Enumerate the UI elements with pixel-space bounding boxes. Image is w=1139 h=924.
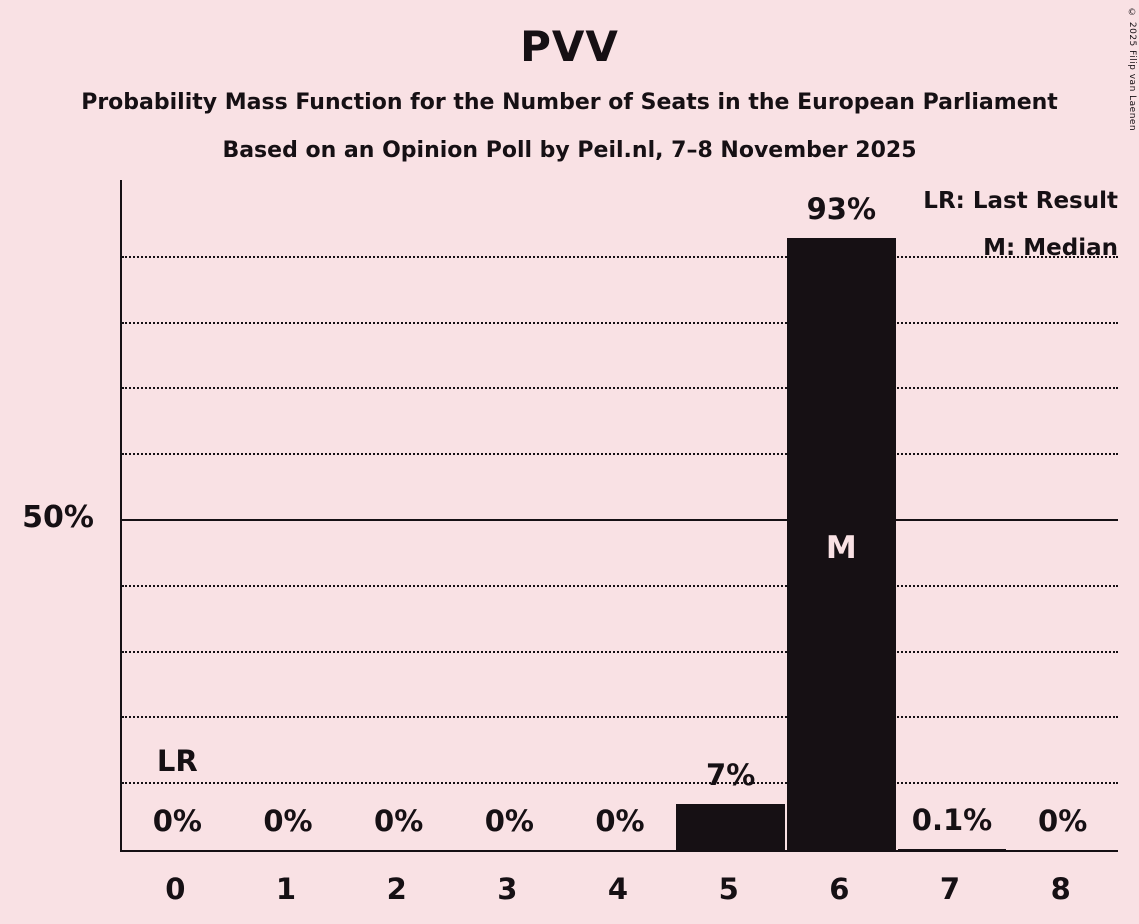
gridline-dotted-30 bbox=[122, 650, 1118, 653]
value-label-seat-0: 0% bbox=[152, 804, 202, 838]
slot-seat-3: 0% bbox=[454, 180, 565, 850]
x-tick-seat-3: 3 bbox=[497, 872, 518, 906]
gridline-dotted-40 bbox=[122, 584, 1118, 587]
median-marker: M bbox=[825, 530, 857, 566]
value-label-seat-3: 0% bbox=[484, 804, 534, 838]
slot-seat-0: 0% LR bbox=[122, 180, 233, 850]
legend-last-result: LR: Last Result bbox=[923, 188, 1118, 214]
bar-seat-7 bbox=[897, 849, 1007, 850]
gridline-solid-50 bbox=[122, 519, 1118, 521]
bar-seat-6 bbox=[787, 238, 896, 850]
x-tick-seat-0: 0 bbox=[165, 872, 186, 906]
slot-seat-1: 0% bbox=[233, 180, 344, 850]
gridline-dotted-80 bbox=[122, 321, 1118, 324]
slot-seat-2: 0% bbox=[343, 180, 454, 850]
gridline-dotted-60 bbox=[122, 453, 1118, 456]
value-label-seat-4: 0% bbox=[595, 804, 645, 838]
y-axis-label-50: 50% bbox=[22, 500, 94, 535]
x-tick-seat-6: 6 bbox=[829, 872, 850, 906]
value-label-seat-7: 0.1% bbox=[911, 803, 993, 838]
gridline-dotted-90 bbox=[122, 255, 1118, 258]
value-label-seat-8: 0% bbox=[1038, 804, 1088, 838]
x-tick-seat-5: 5 bbox=[718, 872, 739, 906]
x-tick-seat-4: 4 bbox=[607, 872, 629, 906]
value-label-seat-6: 93% bbox=[806, 192, 877, 227]
x-tick-seat-7: 7 bbox=[939, 872, 961, 906]
slot-seat-7: 0.1% bbox=[897, 180, 1008, 850]
chart-subtitle-main: Probability Mass Function for the Number… bbox=[81, 90, 1058, 115]
value-label-seat-2: 0% bbox=[374, 804, 424, 838]
last-result-marker: LR bbox=[156, 744, 198, 778]
chart-subtitle-source: Based on an Opinion Poll by Peil.nl, 7–8… bbox=[222, 138, 917, 163]
slot-seat-8: 0% bbox=[1007, 180, 1118, 850]
x-tick-seat-8: 8 bbox=[1050, 872, 1071, 906]
gridline-dotted-70 bbox=[122, 387, 1118, 390]
gridline-dotted-20 bbox=[122, 716, 1118, 719]
value-label-seat-5: 7% bbox=[706, 757, 756, 792]
copyright-notice: © 2025 Filip van Laenen bbox=[1127, 8, 1137, 132]
x-tick-seat-1: 1 bbox=[275, 872, 297, 906]
slot-seat-5: 7% bbox=[675, 180, 786, 850]
chart-title: PVV bbox=[520, 22, 619, 71]
value-label-seat-1: 0% bbox=[263, 804, 313, 838]
x-tick-seat-2: 2 bbox=[386, 872, 407, 906]
gridline-dotted-10 bbox=[122, 782, 1118, 785]
plot-area: 0% LR 0% 0% 0% 0% 7% 93% M 0.1% 0% bbox=[120, 180, 1118, 852]
bar-seat-5 bbox=[676, 803, 785, 850]
slot-seat-4: 0% bbox=[565, 180, 676, 850]
slot-seat-6: 93% M bbox=[786, 180, 897, 850]
